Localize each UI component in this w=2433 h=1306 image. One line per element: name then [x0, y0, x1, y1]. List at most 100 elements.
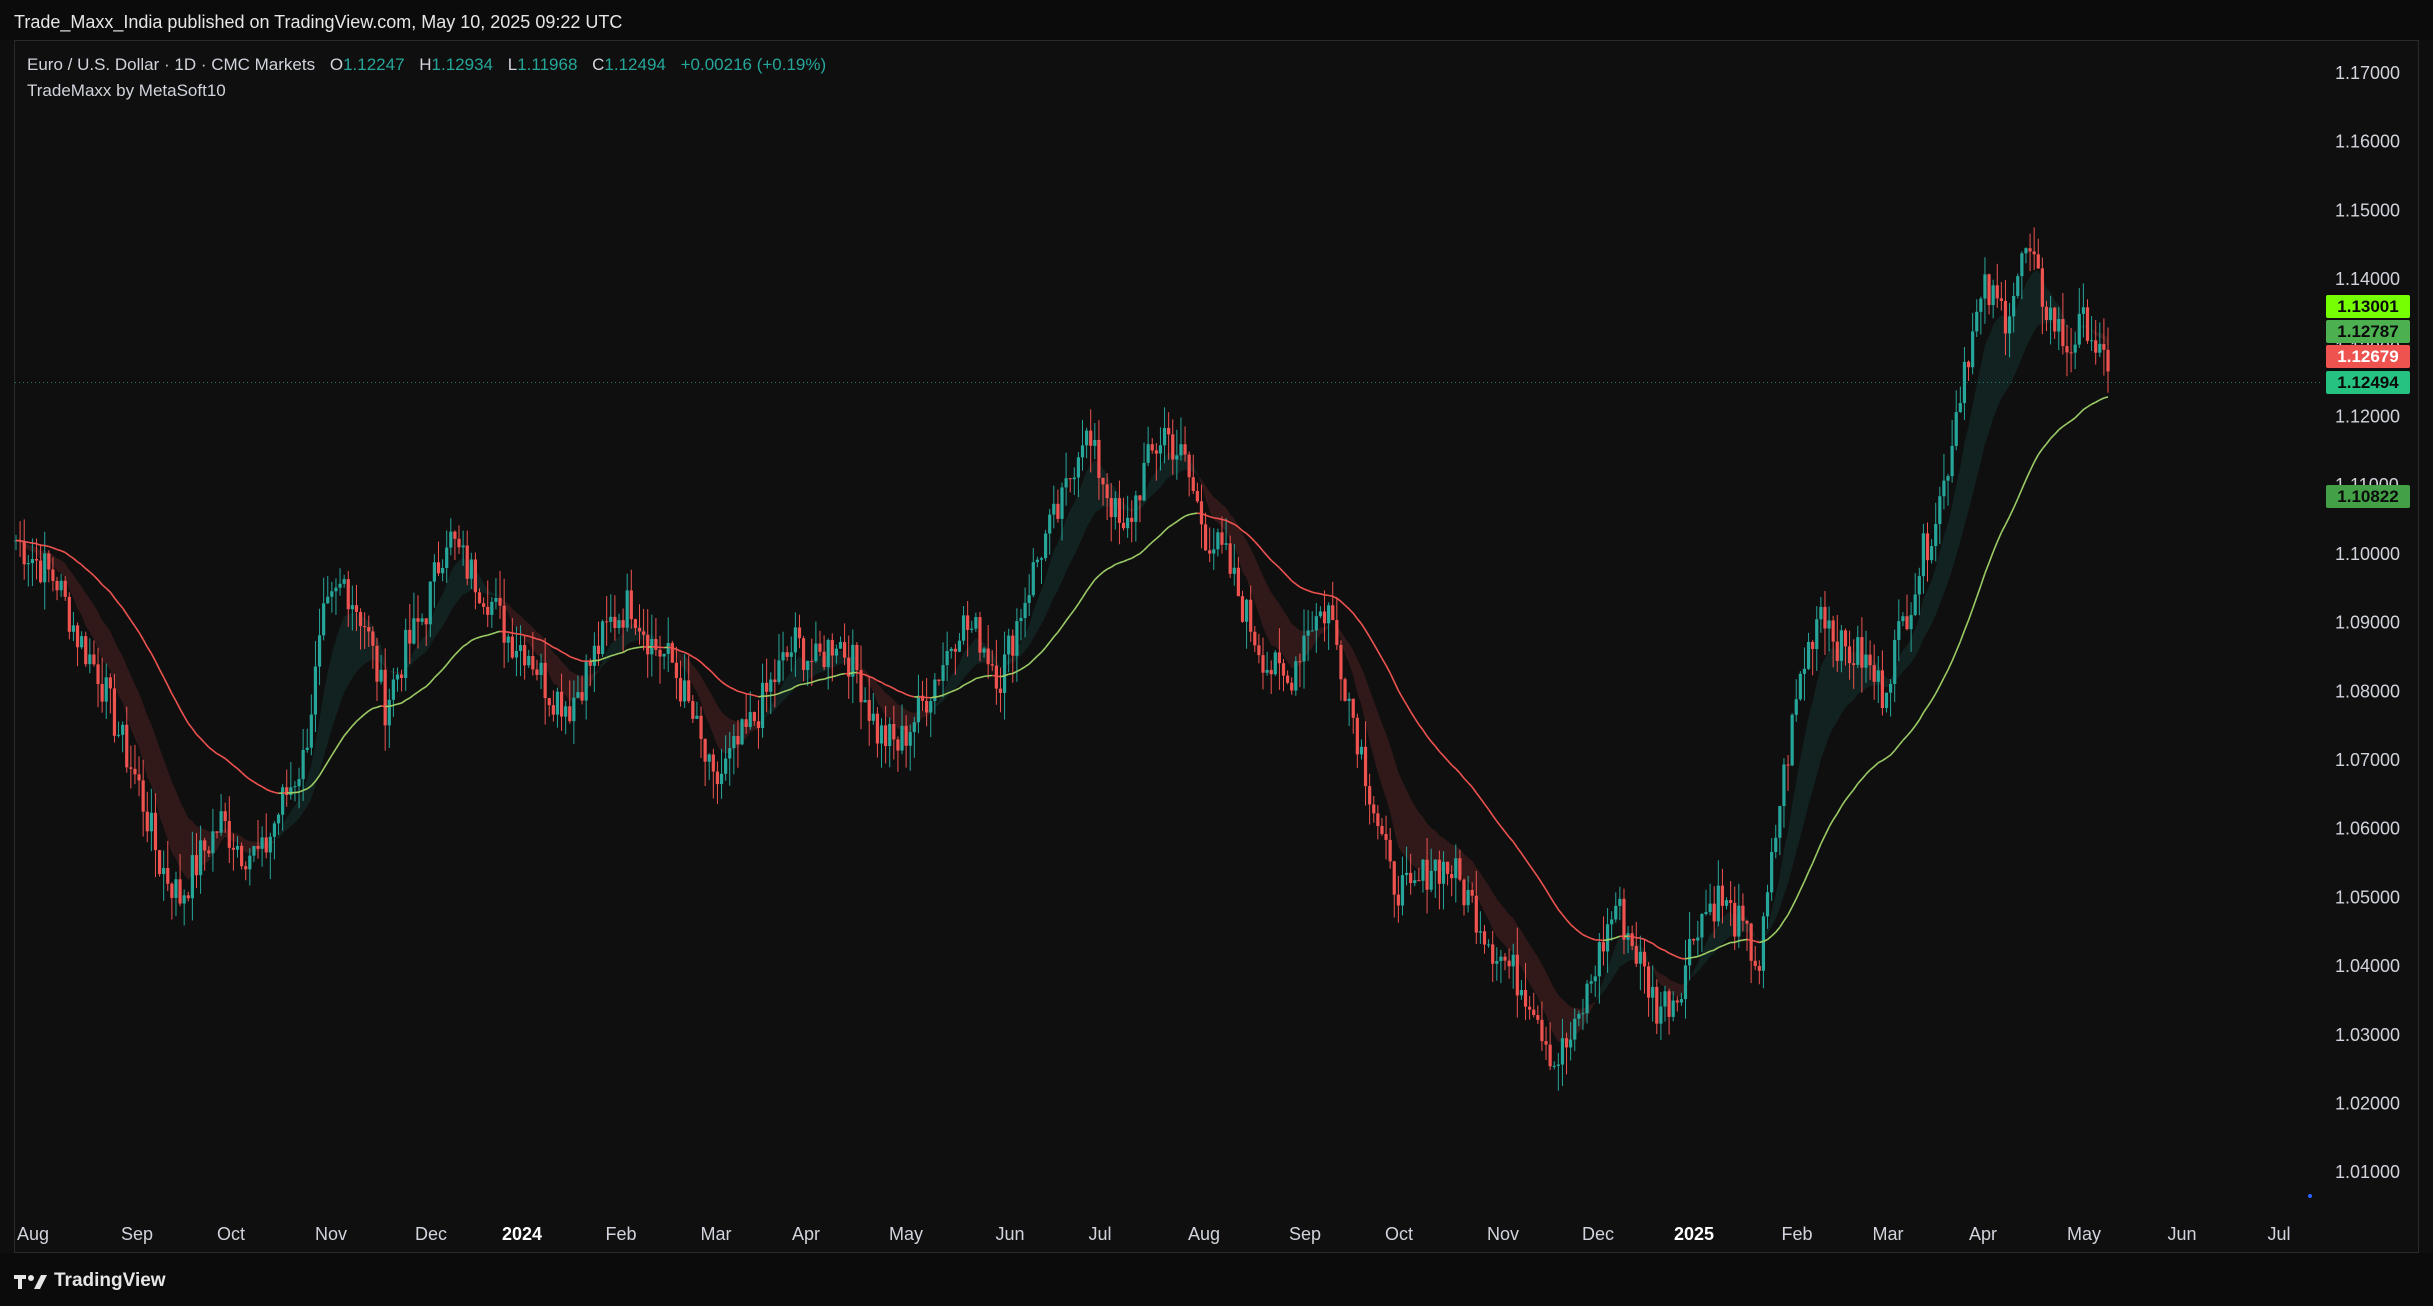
candle-body: [338, 583, 342, 588]
trend-line-segment: [1012, 670, 1018, 675]
cloud-segment: [106, 625, 111, 670]
candle-body: [1741, 905, 1745, 921]
cloud-segment: [204, 829, 209, 864]
cloud-segment: [1558, 995, 1563, 1042]
trend-line-segment: [335, 741, 341, 750]
cloud-segment: [1238, 525, 1243, 572]
candle-body: [211, 831, 215, 854]
cloud-segment: [1234, 518, 1239, 558]
candle-body: [1339, 644, 1343, 680]
indicator-row[interactable]: TradeMaxx by MetaSoft10: [27, 78, 826, 104]
trend-line-segment: [1044, 641, 1051, 649]
trend-line-segment: [1032, 655, 1038, 661]
candle-body: [752, 712, 756, 722]
cloud-segment: [766, 705, 771, 717]
candle-body: [1314, 616, 1318, 631]
trend-line-segment: [1246, 532, 1252, 538]
candle-body: [137, 774, 141, 781]
candle-body: [1441, 861, 1446, 884]
candle-body: [806, 660, 810, 670]
symbol-title[interactable]: Euro / U.S. Dollar · 1D · CMC Markets: [27, 55, 316, 74]
candle-body: [1142, 462, 1146, 501]
candle-body: [1035, 559, 1039, 563]
candle-body: [1335, 620, 1339, 645]
candle-body: [240, 845, 244, 867]
candle-body: [1384, 834, 1388, 840]
candle-body: [814, 643, 818, 662]
indicator-title[interactable]: TradeMaxx by MetaSoft10: [27, 81, 226, 100]
candle-body: [1688, 938, 1692, 966]
close-value: 1.12494: [604, 55, 666, 74]
candle-body: [1909, 614, 1913, 630]
trend-line-segment: [955, 687, 960, 691]
trend-line-segment: [310, 780, 317, 787]
candle-body: [1852, 663, 1856, 665]
candle-body: [1150, 444, 1154, 451]
candle-body: [1212, 549, 1216, 554]
cloud-segment: [1775, 874, 1780, 919]
cloud-segment: [1562, 999, 1567, 1043]
candle-body: [272, 823, 277, 837]
chart-frame[interactable]: [14, 40, 2419, 1253]
candle-body: [888, 723, 892, 747]
trend-line-segment: [1640, 937, 1645, 941]
candle-body: [502, 605, 506, 643]
candle-body: [1396, 894, 1400, 906]
candle-body: [568, 706, 572, 722]
candle-body: [662, 653, 666, 657]
candle-body: [39, 560, 43, 583]
tradingview-logo[interactable]: TradingView: [14, 1270, 166, 1292]
trend-line-segment: [885, 684, 890, 688]
candle-body: [871, 713, 875, 721]
cloud-segment: [709, 690, 714, 735]
candle-body: [1770, 852, 1774, 893]
cloud-segment: [1258, 566, 1263, 628]
candle-body: [219, 811, 223, 833]
trend-line-segment: [1533, 870, 1539, 878]
y-tick-label: 1.07000: [2335, 750, 2400, 770]
trend-line-segment: [162, 676, 169, 686]
candle-body: [1392, 861, 1396, 895]
cloud-segment: [130, 675, 135, 739]
trend-line-segment: [950, 689, 956, 693]
trend-line-segment: [1759, 940, 1764, 944]
trend-line-segment: [1459, 772, 1465, 779]
candle-body: [416, 618, 420, 622]
candle-body: [55, 580, 59, 591]
trend-line-segment: [1016, 668, 1022, 673]
x-tick-label: Mar: [1873, 1224, 1904, 1244]
trend-line-segment: [1057, 626, 1063, 633]
trend-line-segment: [1307, 589, 1313, 593]
trend-line-segment: [1971, 596, 1978, 610]
cloud-segment: [1033, 599, 1038, 638]
candle-body: [1774, 837, 1778, 853]
trend-line-segment: [1143, 545, 1149, 551]
trend-line-segment: [1397, 690, 1404, 699]
trend-line-segment: [1414, 717, 1420, 726]
cloud-segment: [897, 704, 903, 730]
cloud-segment: [1390, 745, 1395, 831]
x-tick-label: May: [2067, 1224, 2101, 1244]
cloud-segment: [1939, 535, 1944, 604]
cloud-segment: [1726, 911, 1731, 940]
trend-line-segment: [1586, 935, 1592, 940]
candle-body: [1261, 655, 1265, 673]
cloud-segment: [1902, 645, 1908, 672]
trend-line-segment: [68, 554, 74, 560]
candle-body: [1216, 532, 1220, 550]
trend-line-segment: [668, 646, 673, 649]
candle-body: [1921, 533, 1926, 577]
candle-body: [1109, 498, 1113, 518]
cloud-segment: [1722, 913, 1727, 944]
cloud-segment: [938, 692, 944, 705]
cloud-segment: [438, 594, 443, 633]
candle-body: [1864, 654, 1868, 668]
candle-body: [43, 553, 47, 583]
trend-line-segment: [470, 637, 476, 642]
trend-line-segment: [1426, 735, 1432, 742]
candle-body: [1302, 635, 1306, 662]
candle-body: [801, 638, 806, 670]
candle-body: [317, 635, 322, 667]
trend-line-segment: [1303, 588, 1309, 592]
